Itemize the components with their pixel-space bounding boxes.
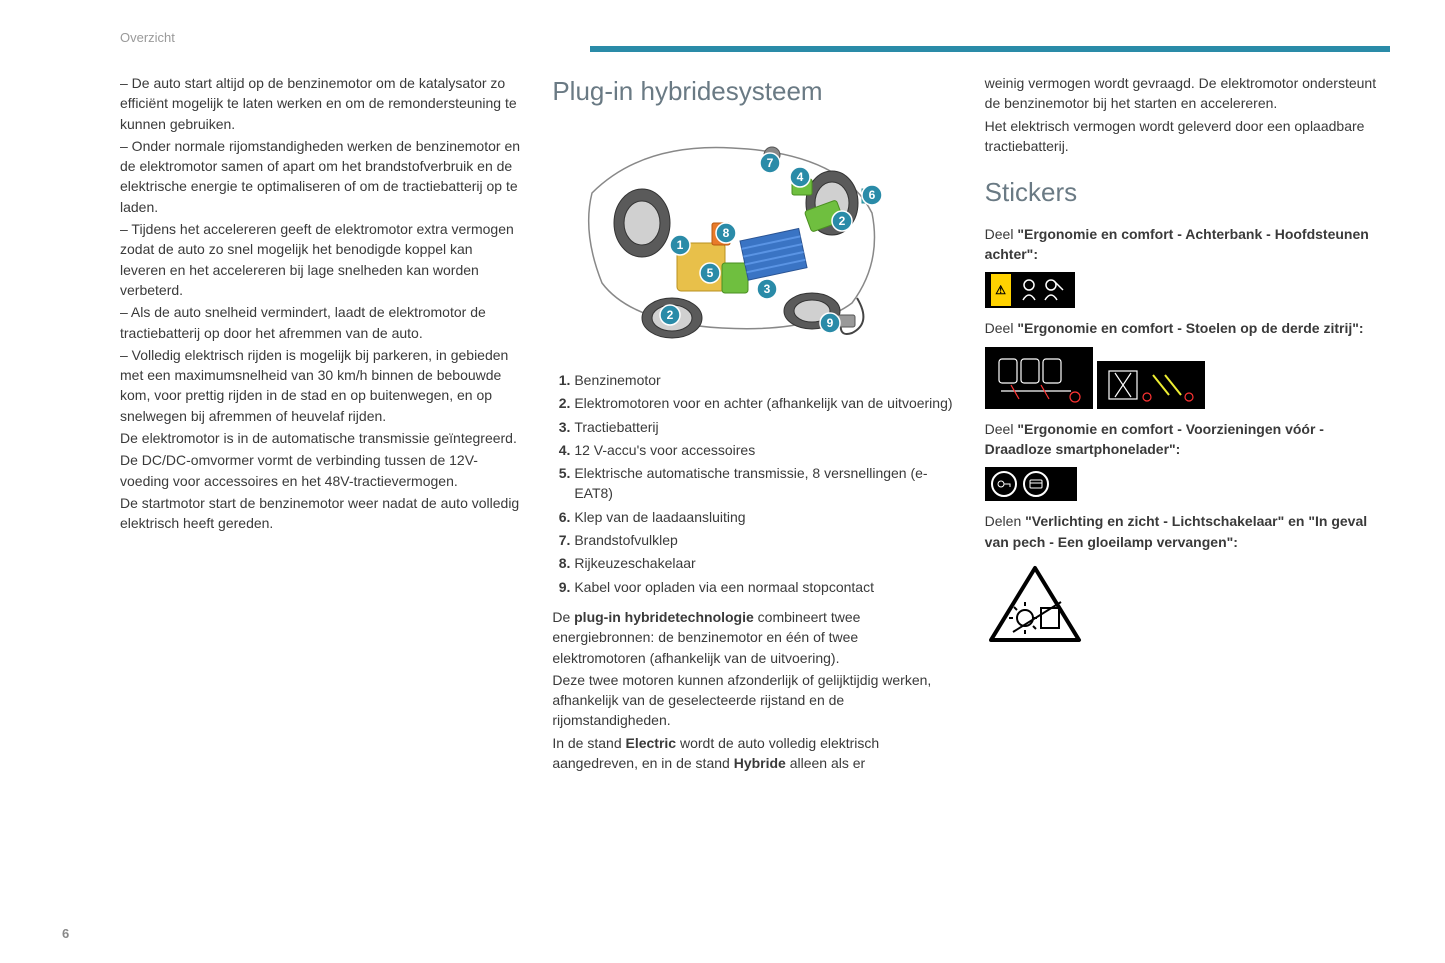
legend-item: Elektromotoren voor en achter (afhankeli… xyxy=(574,393,952,413)
column-right: weinig vermogen wordt gevraagd. De elekt… xyxy=(985,73,1385,775)
heading-plugin-hybrid: Plug-in hybridesysteem xyxy=(552,73,952,111)
header-accent-bar xyxy=(590,46,1390,52)
no-key-icon xyxy=(991,471,1017,497)
diagram-legend: Benzinemotor Elektromotoren voor en acht… xyxy=(552,370,952,597)
svg-text:3: 3 xyxy=(764,282,771,296)
para: Het elektrisch vermogen wordt geleverd d… xyxy=(985,116,1385,157)
legend-item: Kabel voor opladen via een normaal stopc… xyxy=(574,577,952,597)
sticker-seat-fold-icon xyxy=(1097,361,1205,409)
text-bold: "Verlichting en zicht - Lichtschakelaar"… xyxy=(985,513,1367,549)
page-number: 6 xyxy=(62,926,69,941)
text: Deel xyxy=(985,320,1018,336)
text-bold: Hybride xyxy=(734,755,786,771)
svg-text:9: 9 xyxy=(827,316,834,330)
legend-item: Klep van de laadaansluiting xyxy=(574,507,952,527)
para: De elektromotor is in de automatische tr… xyxy=(120,428,520,448)
sticker-bulb-warning-icon xyxy=(985,562,1085,646)
para: – Volledig elektrisch rijden is mogelijk… xyxy=(120,345,520,426)
hybrid-system-diagram: 1 2 2 3 4 5 6 7 8 9 xyxy=(552,123,892,353)
legend-item: Rijkeuzeschakelaar xyxy=(574,553,952,573)
column-middle: Plug-in hybridesysteem xyxy=(552,73,952,775)
legend-item: Benzinemotor xyxy=(574,370,952,390)
sticker-third-row-seats-icon xyxy=(985,347,1093,409)
para: De DC/DC-omvormer vormt de verbinding tu… xyxy=(120,450,520,491)
text: De xyxy=(552,609,574,625)
svg-text:7: 7 xyxy=(767,156,774,170)
svg-text:2: 2 xyxy=(667,308,674,322)
para: – Onder normale rijomstandigheden werken… xyxy=(120,136,520,217)
text-bold: Electric xyxy=(626,735,677,751)
warning-icon: ⚠ xyxy=(991,274,1011,306)
legend-item: Elektrische automatische transmissie, 8 … xyxy=(574,463,952,504)
text-bold: plug-in hybridetechnologie xyxy=(574,609,754,625)
sticker-ref: Deel "Ergonomie en comfort - Stoelen op … xyxy=(985,318,1385,338)
svg-text:2: 2 xyxy=(839,214,846,228)
column-left: – De auto start altijd op de benzinemoto… xyxy=(120,73,520,775)
svg-text:6: 6 xyxy=(869,188,876,202)
seats-pictogram-icon xyxy=(991,351,1087,405)
para: Deze twee motoren kunnen afzonderlijk of… xyxy=(552,670,952,731)
legend-item: Brandstofvulklep xyxy=(574,530,952,550)
text: alleen als er xyxy=(786,755,865,771)
legend-item: Tractiebatterij xyxy=(574,417,952,437)
headrest-pictogram-icon xyxy=(1017,276,1067,304)
text: Delen xyxy=(985,513,1025,529)
legend-item: 12 V-accu's voor accessoires xyxy=(574,440,952,460)
text-bold: "Ergonomie en comfort - Stoelen op de de… xyxy=(1017,320,1363,336)
text: Deel xyxy=(985,421,1018,437)
para: – Tijdens het accelereren geeft de elekt… xyxy=(120,219,520,300)
text: Deel xyxy=(985,226,1018,242)
no-card-icon xyxy=(1023,471,1049,497)
page-content: Overzicht – De auto start altijd op de b… xyxy=(0,0,1445,795)
sticker-ref: Deel "Ergonomie en comfort - Voorziening… xyxy=(985,419,1385,460)
para: – De auto start altijd op de benzinemoto… xyxy=(120,73,520,134)
sticker-ref: Delen "Verlichting en zicht - Lichtschak… xyxy=(985,511,1385,552)
svg-text:1: 1 xyxy=(677,238,684,252)
text: In de stand xyxy=(552,735,625,751)
column-layout: – De auto start altijd op de benzinemoto… xyxy=(120,73,1385,775)
heading-stickers: Stickers xyxy=(985,174,1385,212)
para: De plug-in hybridetechnologie combineert… xyxy=(552,607,952,668)
sticker-wireless-charger-icon xyxy=(985,467,1077,501)
para: – Als de auto snelheid vermindert, laadt… xyxy=(120,302,520,343)
text-bold: "Ergonomie en comfort - Voorzieningen vó… xyxy=(985,421,1324,457)
seat-fold-pictogram-icon xyxy=(1103,365,1199,405)
sticker-ref: Deel "Ergonomie en comfort - Achterbank … xyxy=(985,224,1385,265)
text-bold: "Ergonomie en comfort - Achterbank - Hoo… xyxy=(985,226,1369,262)
svg-text:5: 5 xyxy=(707,266,714,280)
section-header: Overzicht xyxy=(120,30,1385,45)
para: weinig vermogen wordt gevraagd. De elekt… xyxy=(985,73,1385,114)
para: De startmotor start de benzinemotor weer… xyxy=(120,493,520,534)
para: In de stand Electric wordt de auto volle… xyxy=(552,733,952,774)
svg-text:4: 4 xyxy=(797,170,804,184)
svg-text:8: 8 xyxy=(723,226,730,240)
sticker-headrest-icon: ⚠ xyxy=(985,272,1075,308)
